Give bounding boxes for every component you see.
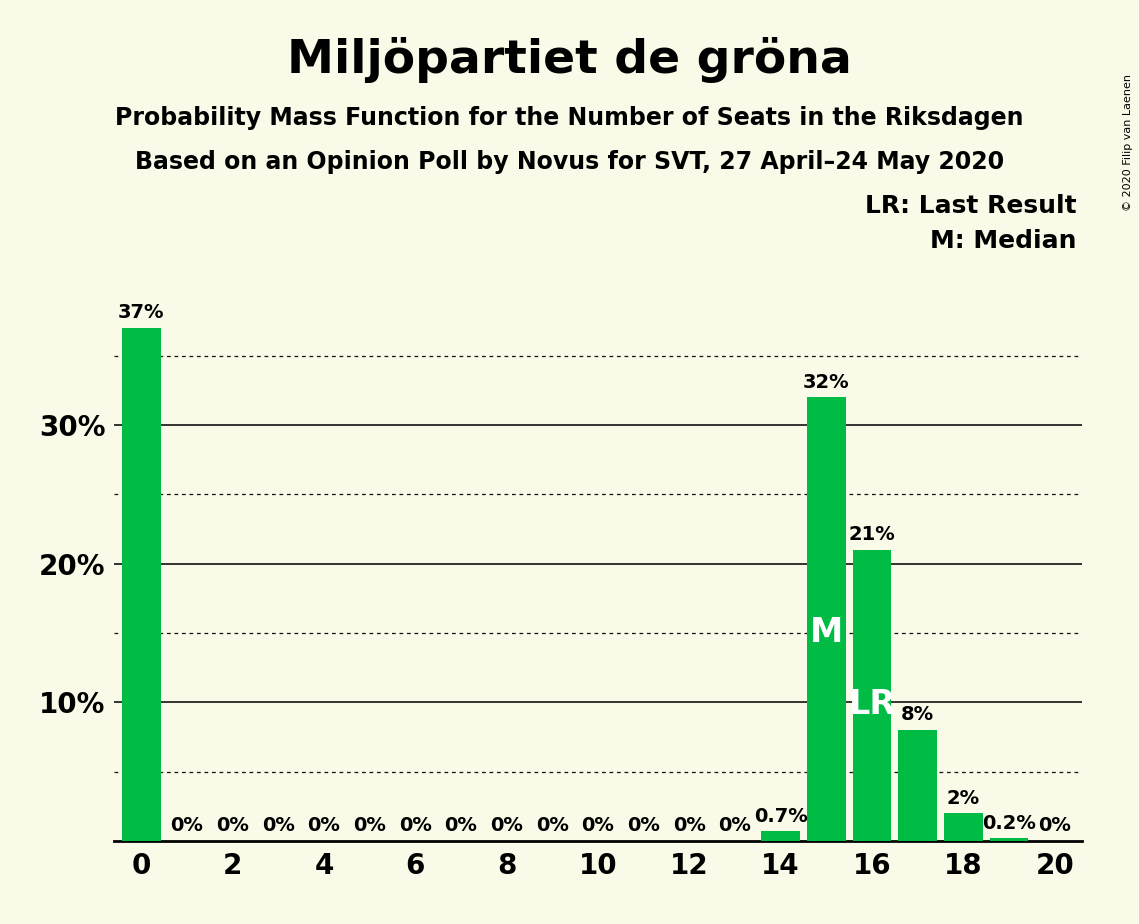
Text: 0%: 0% [582,816,614,835]
Bar [853,550,892,841]
Text: 0%: 0% [216,816,249,835]
Text: 0%: 0% [353,816,386,835]
Bar [806,397,846,841]
Text: Probability Mass Function for the Number of Seats in the Riksdagen: Probability Mass Function for the Number… [115,106,1024,130]
Text: 32%: 32% [803,372,850,392]
Text: LR: Last Result: LR: Last Result [865,194,1076,218]
Text: 0%: 0% [1039,816,1071,835]
Text: 21%: 21% [849,525,895,544]
Text: 0%: 0% [399,816,432,835]
Text: 0%: 0% [444,816,477,835]
Text: M: Median: M: Median [929,229,1076,253]
Text: Based on an Opinion Poll by Novus for SVT, 27 April–24 May 2020: Based on an Opinion Poll by Novus for SV… [134,150,1005,174]
Text: 0.7%: 0.7% [754,807,808,826]
Text: LR: LR [849,687,895,721]
Text: 0%: 0% [719,816,752,835]
Text: 0.2%: 0.2% [982,813,1035,833]
Text: 37%: 37% [118,303,164,322]
Text: 0%: 0% [535,816,568,835]
Text: 0%: 0% [628,816,661,835]
Text: 0%: 0% [673,816,706,835]
Bar [899,730,937,841]
Bar [761,832,800,841]
Text: 2%: 2% [947,788,980,808]
Bar [122,328,161,841]
Text: 0%: 0% [490,816,523,835]
Text: 0%: 0% [262,816,295,835]
Text: 0%: 0% [171,816,204,835]
Bar [990,838,1029,841]
Text: © 2020 Filip van Laenen: © 2020 Filip van Laenen [1123,74,1133,211]
Text: 0%: 0% [308,816,341,835]
Bar [944,813,983,841]
Text: 8%: 8% [901,705,934,724]
Text: M: M [810,616,843,649]
Text: Miljöpartiet de gröna: Miljöpartiet de gröna [287,37,852,83]
